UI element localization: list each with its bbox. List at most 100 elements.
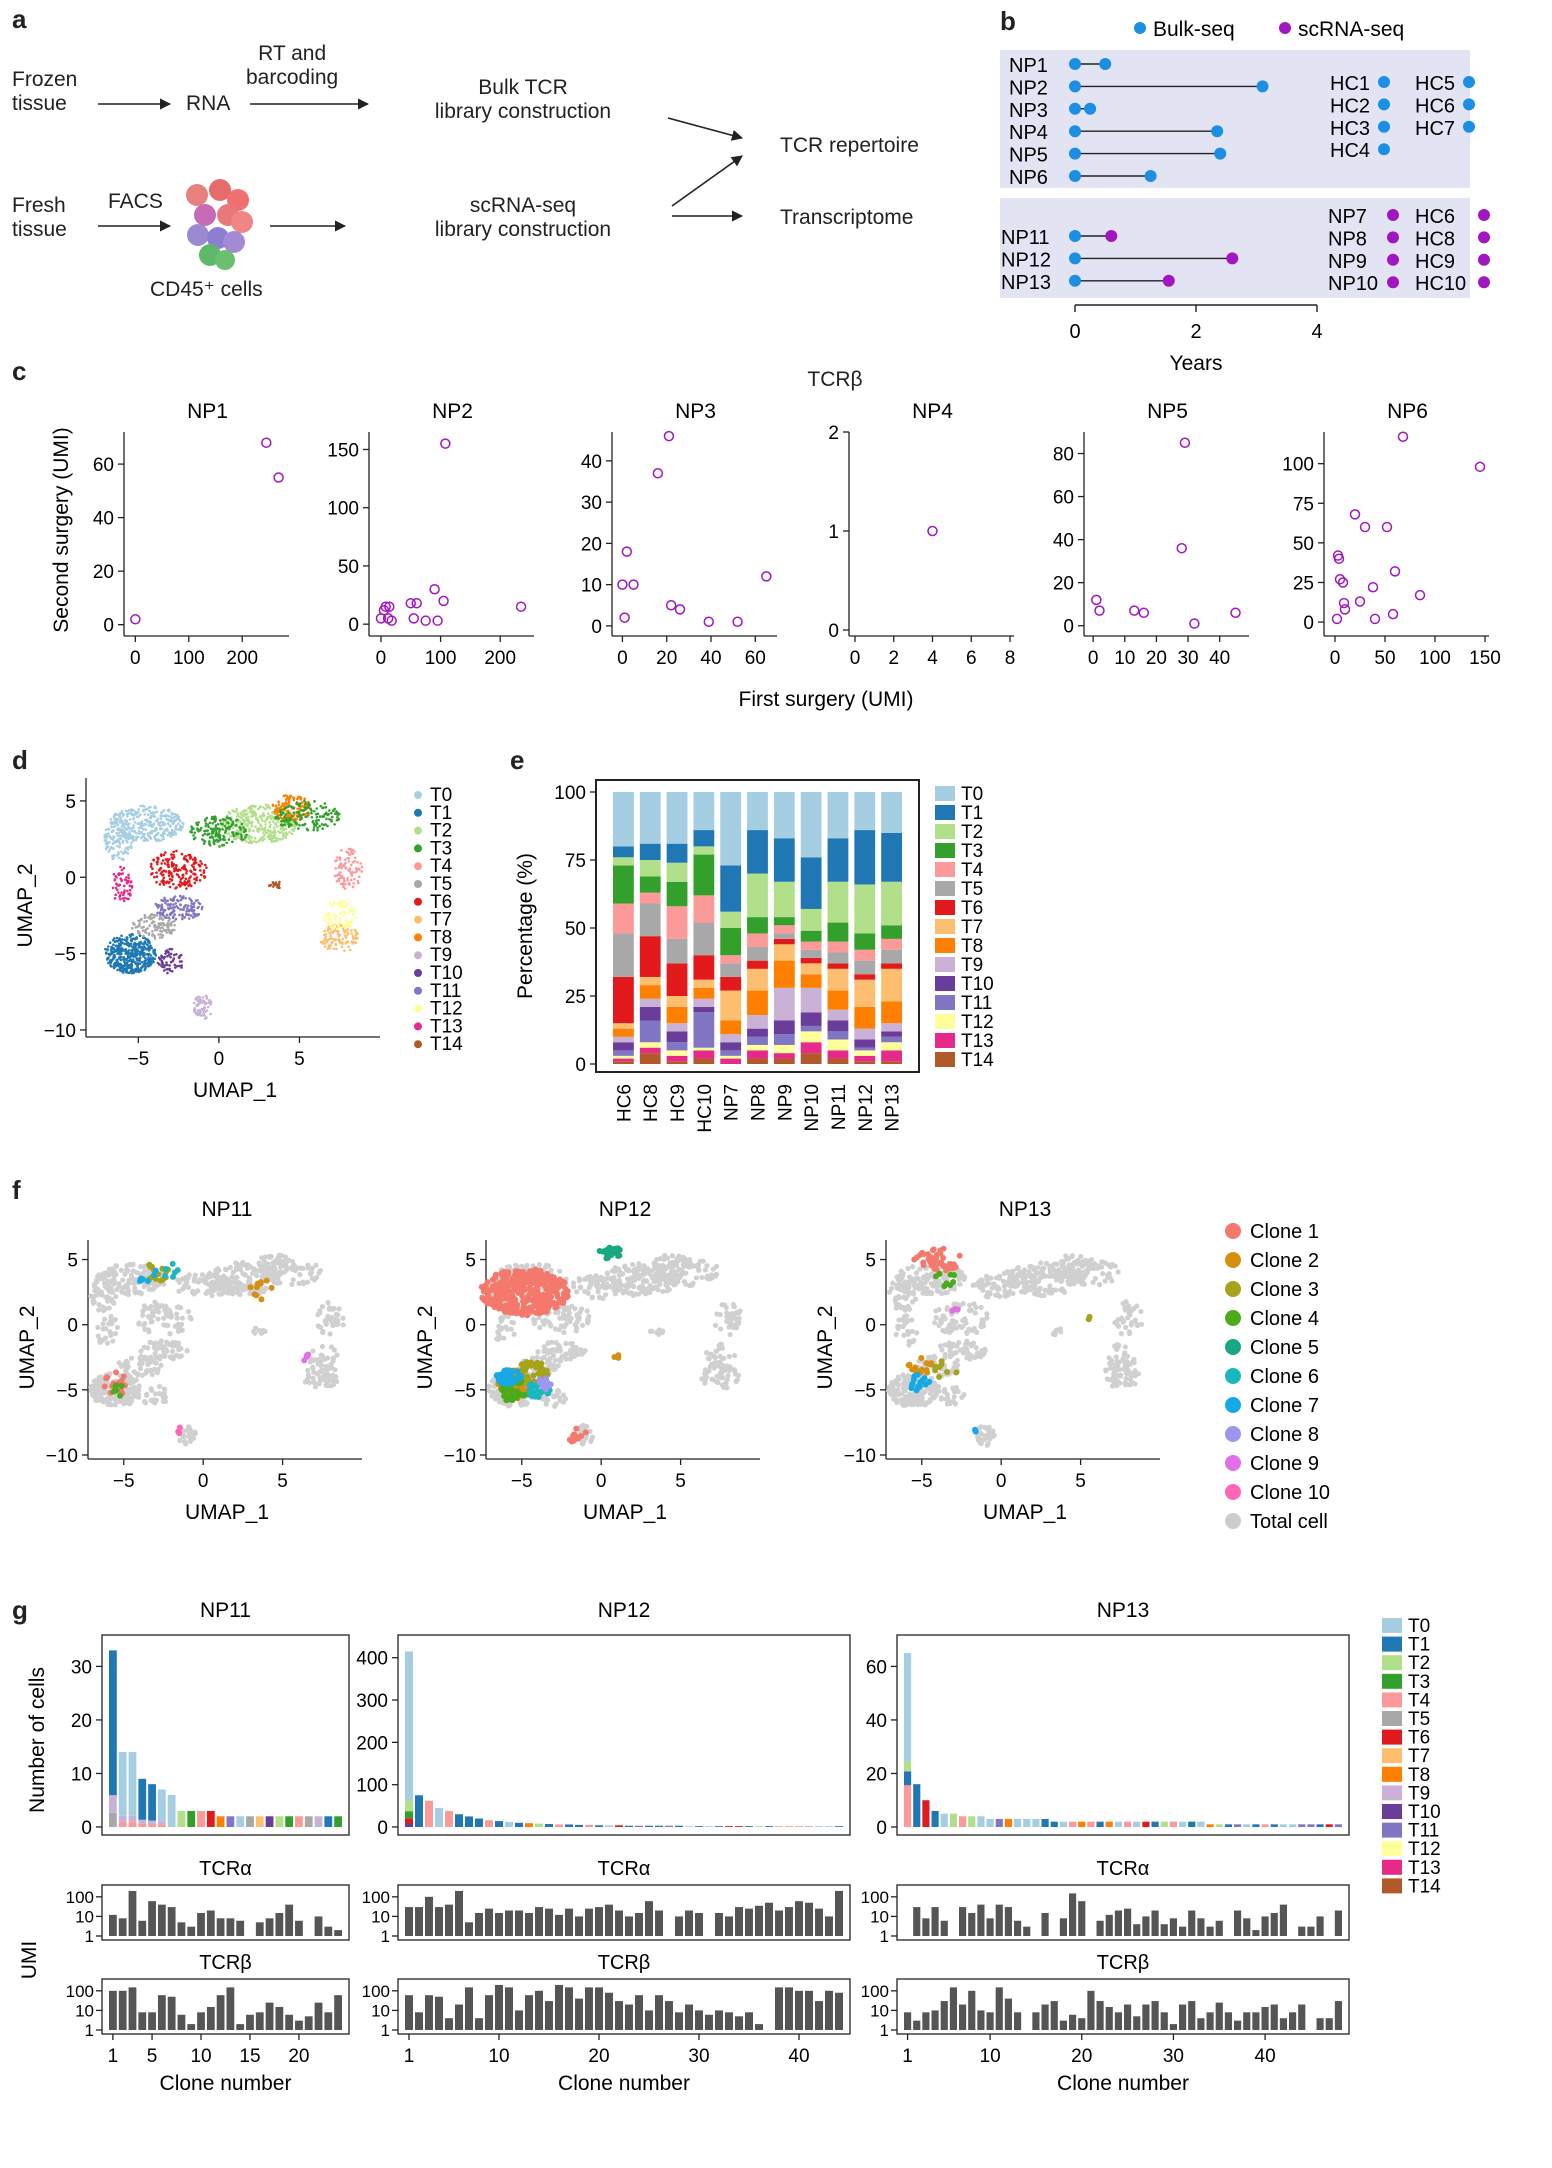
total-cell: [328, 1361, 334, 1368]
umap-cell: [240, 822, 244, 826]
chart-frame: [595, 779, 920, 1073]
panel-label-a: a: [12, 4, 27, 34]
umap-cell: [145, 919, 149, 923]
total-cell: [612, 1287, 618, 1294]
umap-cell: [339, 941, 342, 945]
umap-cell: [165, 968, 168, 971]
umap-cell: [167, 869, 171, 873]
umap-cell: [278, 837, 282, 841]
bar-segment-T4: [747, 933, 768, 948]
umap-cell: [195, 1012, 198, 1016]
umap-cell: [161, 859, 165, 862]
umap-cell: [264, 823, 267, 826]
total-cell: [730, 1301, 737, 1308]
umap-cell: [341, 864, 344, 868]
umap-cell: [196, 913, 200, 916]
bar-segment-T12: [747, 1044, 768, 1051]
umap-cell: [138, 942, 142, 945]
e-legend-swatch: [935, 900, 955, 915]
bar-segment-T12: [773, 1044, 795, 1054]
umap-cell: [110, 949, 113, 953]
total-cell: [202, 1280, 209, 1286]
panel-a-arrows: [98, 98, 744, 270]
umap-cell: [136, 962, 140, 965]
total-cell: [319, 1343, 326, 1350]
umap-cell: [208, 999, 212, 1002]
umap-cell: [227, 832, 231, 835]
bar-segment-T1: [854, 830, 876, 885]
total-cell: [148, 1387, 155, 1393]
bulk-hc-label: HC4: [1330, 140, 1370, 162]
umap-cell: [160, 907, 163, 910]
y-tick-label: 0: [1063, 617, 1074, 638]
total-cell: [190, 1290, 196, 1296]
umap-cell: [148, 806, 151, 809]
umap-cell: [119, 837, 123, 841]
umap-cell: [115, 831, 118, 835]
umap-cell: [106, 945, 110, 948]
bar-segment-T7: [827, 968, 849, 991]
bar-segment-T4: [639, 892, 661, 904]
umap-cell: [321, 806, 324, 810]
umap-cell: [209, 1012, 212, 1016]
umap-cell: [183, 916, 187, 919]
scatter-point: [1129, 605, 1140, 616]
total-cell: [336, 1306, 342, 1312]
umap-cell: [104, 841, 108, 845]
umap-cell: [112, 835, 115, 839]
umap-cell: [140, 830, 143, 834]
umap-cell: [161, 870, 164, 874]
total-cell: [600, 1295, 606, 1302]
umap-cell: [337, 866, 341, 869]
umap-cell: [133, 821, 137, 824]
umap-cell: [112, 948, 116, 951]
umap-cell: [346, 933, 350, 936]
transcriptome-label: Transcriptome: [780, 206, 914, 229]
scatter-point: [432, 615, 443, 626]
umap-cell: [218, 845, 221, 848]
umap-cell: [208, 841, 211, 845]
total-cell: [554, 1348, 560, 1354]
total-cell: [734, 1377, 740, 1383]
umap-cell: [170, 828, 174, 832]
umap-cell: [287, 822, 290, 826]
scatter-point: [1094, 605, 1105, 616]
d-y-tick-label: −5: [54, 945, 76, 966]
bulk-np-label: NP4: [1009, 122, 1048, 144]
umap-cell: [149, 917, 153, 921]
umap-cell: [170, 853, 173, 856]
clone-cell: [175, 1428, 182, 1435]
bar-segment-T3: [613, 865, 634, 904]
umap-cell: [120, 891, 123, 894]
total-cell: [586, 1313, 592, 1320]
umap-cell: [286, 820, 289, 823]
umap-cell: [278, 886, 281, 890]
umap-cell: [351, 885, 355, 889]
total-cell: [636, 1261, 642, 1267]
umap-cell: [203, 876, 206, 879]
umap-cell: [104, 947, 107, 951]
bar-segment-T9: [800, 987, 822, 1013]
bar-segment-T0: [720, 792, 742, 866]
umap-cell: [124, 957, 128, 961]
umap-cell: [142, 934, 145, 938]
total-cell: [319, 1303, 326, 1310]
total-cell: [138, 1353, 144, 1359]
umap-cell: [257, 827, 261, 830]
total-cell: [735, 1320, 742, 1327]
total-cell: [567, 1356, 574, 1362]
umap-cell: [200, 998, 203, 1002]
bar-segment-T6: [800, 957, 822, 964]
umap-cell: [343, 863, 346, 866]
umap-cell: [129, 844, 133, 848]
bar-segment-T1: [639, 843, 661, 860]
umap-cell: [256, 830, 260, 833]
umap-cell: [168, 947, 172, 951]
umap-cell: [227, 810, 231, 814]
bar-segment-T9: [854, 1028, 876, 1040]
umap-cell: [340, 945, 344, 949]
total-cell: [170, 1356, 176, 1362]
umap-cell: [273, 831, 277, 834]
cluster-legend-label: T9: [430, 945, 452, 966]
umap-cell: [134, 962, 138, 966]
